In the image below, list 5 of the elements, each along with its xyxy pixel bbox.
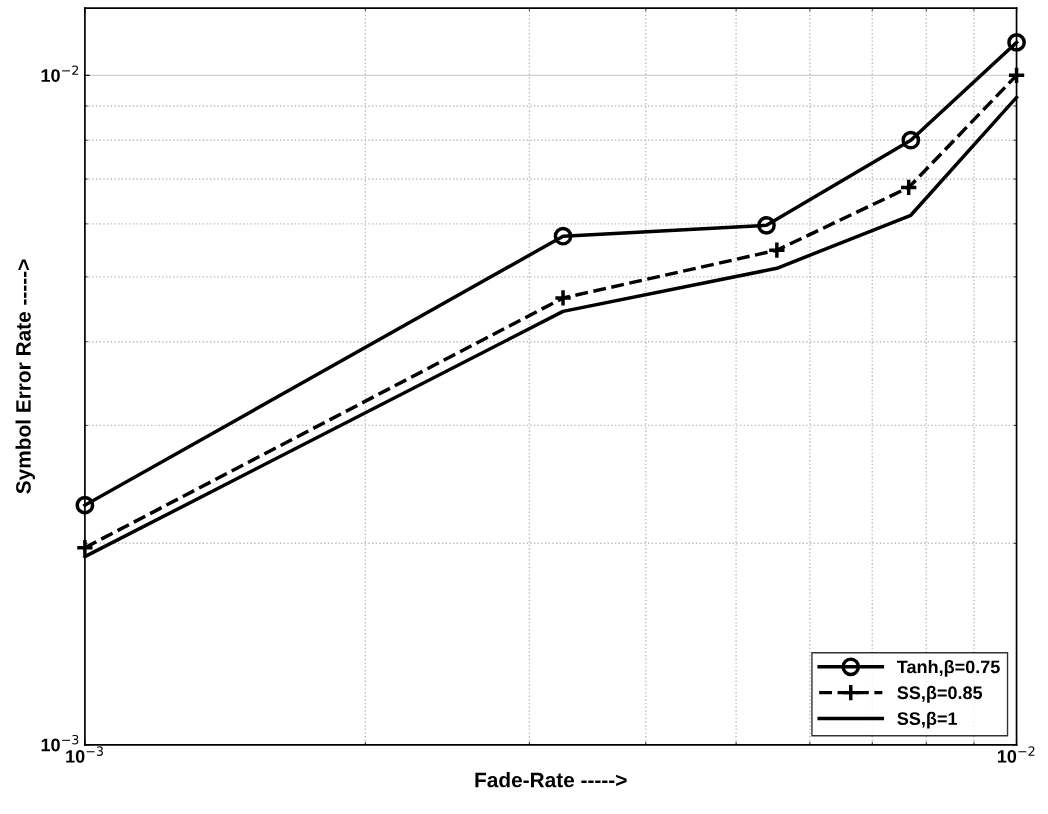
x-axis-title: Fade-Rate -----> bbox=[475, 772, 627, 788]
legend-label: SS,β=0.85 bbox=[897, 685, 983, 703]
legend-label: SS,β=1 bbox=[897, 711, 957, 729]
legend-label: Tanh,β=0.75 bbox=[897, 660, 1000, 677]
y-axis-title: Symbol Error Rate -----> bbox=[15, 259, 35, 494]
